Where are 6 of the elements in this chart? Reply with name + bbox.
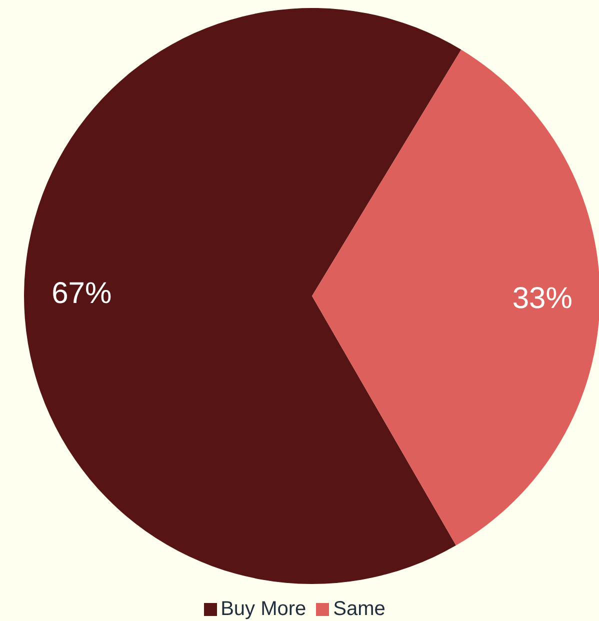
pie-slice	[24, 8, 462, 584]
legend-label: Same	[333, 598, 386, 620]
data-label: 33%	[512, 282, 572, 315]
pie-slice	[312, 50, 599, 546]
data-label: 67%	[52, 277, 112, 310]
legend-label: Buy More	[220, 598, 306, 620]
